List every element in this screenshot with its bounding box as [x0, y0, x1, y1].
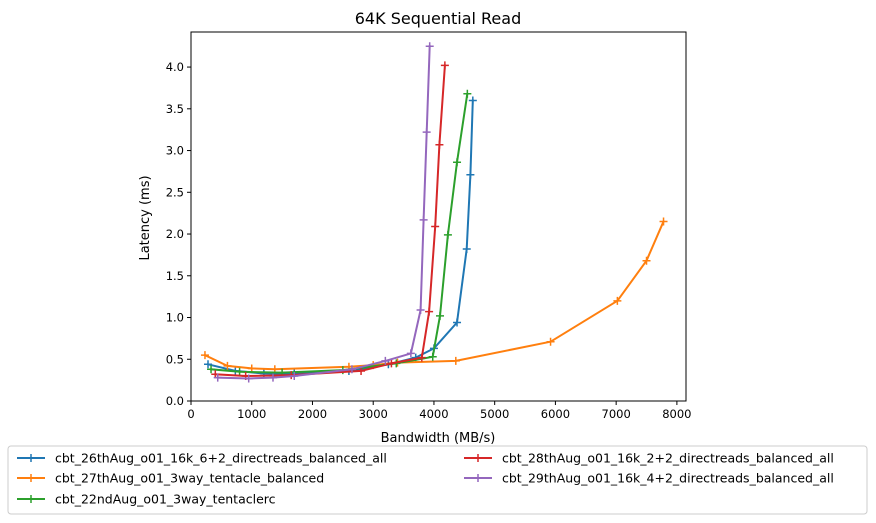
x-tick-label: 2000	[298, 407, 327, 421]
legend-item-2: cbt_27thAug_o01_3way_tentacle_balanced	[17, 471, 324, 486]
series-3-point-6	[428, 352, 437, 361]
x-tick-label: 0	[187, 407, 194, 421]
series-1-point-9	[453, 318, 462, 327]
series-2-point-10	[613, 296, 622, 305]
series-5-point-6	[381, 356, 390, 365]
x-tick-label: 5000	[480, 407, 509, 421]
series-3-point-2	[235, 367, 244, 376]
series-1-point-1	[204, 360, 213, 369]
series-4-point-7	[425, 307, 434, 316]
series-5-point-9	[419, 215, 428, 224]
legend-item-5: cbt_29thAug_o01_16k_4+2_directreads_bala…	[464, 471, 834, 486]
series-4-point-4	[357, 366, 366, 375]
series-3	[207, 89, 472, 377]
x-tick-label: 8000	[662, 407, 691, 421]
legend-item-1: cbt_26thAug_o01_16k_6+2_directreads_bala…	[17, 451, 387, 466]
series-2-point-12	[659, 217, 668, 226]
series-5-point-3	[268, 373, 277, 382]
series-4-line	[214, 64, 446, 377]
series-5-point-8	[416, 306, 425, 315]
series-4-point-8	[431, 222, 440, 231]
series-5-point-11	[425, 42, 434, 51]
series-5-point-5	[347, 365, 356, 374]
series-1-point-11	[466, 170, 475, 179]
legend-label: cbt_26thAug_o01_16k_6+2_directreads_bala…	[55, 451, 387, 466]
chart-title: 64K Sequential Read	[355, 9, 521, 28]
series-5-point-10	[422, 128, 431, 137]
y-tick-label: 1.5	[166, 269, 184, 283]
series-1-point-12	[468, 96, 477, 105]
y-tick-label: 1.0	[166, 311, 184, 325]
series-5-point-4	[290, 371, 299, 380]
axes: 0 1000 2000 3000 4000 5000 6000 7000 8000 0.0 0.5 1…	[166, 31, 692, 421]
x-tick-label: 1000	[237, 407, 266, 421]
series-1-line	[206, 99, 474, 375]
legend-label: cbt_29thAug_o01_16k_4+2_directreads_bala…	[502, 471, 834, 486]
series-5	[213, 42, 434, 383]
legend-item-3: cbt_22ndAug_o01_3way_tentaclerc	[17, 492, 276, 507]
series-2-point-9	[546, 337, 555, 346]
legend-label: cbt_22ndAug_o01_3way_tentaclerc	[55, 492, 276, 507]
series-3-point-10	[463, 89, 472, 98]
series-3-point-9	[453, 158, 462, 167]
x-tick-label: 7000	[602, 407, 631, 421]
legend-label: cbt_28thAug_o01_16k_2+2_directreads_bala…	[502, 451, 834, 466]
y-axis-label: Latency (ms)	[138, 175, 153, 260]
series-4	[211, 61, 449, 380]
legend-box	[7, 445, 868, 515]
series-5-point-2	[244, 374, 253, 383]
legend-swatch-marker	[474, 454, 482, 462]
x-tick-label: 6000	[541, 407, 570, 421]
y-tick-label: 2.0	[166, 227, 184, 241]
series-2-point-8	[451, 356, 460, 365]
x-tick-label: 3000	[359, 407, 388, 421]
legend-swatch-marker	[27, 454, 35, 462]
series-4-point-6	[417, 353, 426, 362]
series-5-line	[216, 45, 431, 380]
x-axis-label: Bandwidth (MB/s)	[381, 431, 496, 446]
series-1-point-10	[462, 245, 471, 254]
legend-swatch-marker	[27, 474, 35, 482]
y-tick-label: 4.0	[166, 60, 184, 74]
series-2-point-2	[223, 361, 232, 370]
y-tick-label: 3.5	[166, 102, 184, 116]
y-tick-label: 0.0	[166, 394, 184, 408]
series-3-point-8	[443, 230, 452, 239]
x-tick-label: 4000	[419, 407, 448, 421]
series-3-point-7	[436, 311, 445, 320]
y-tick-label: 3.0	[166, 144, 184, 158]
legend-swatch-marker	[27, 495, 35, 503]
series-2-point-11	[642, 256, 651, 265]
series-3-point-1	[207, 365, 216, 374]
series-5-point-7	[406, 349, 415, 358]
plot-frame	[190, 31, 687, 402]
series-4-point-10	[440, 61, 449, 70]
legend: cbt_26thAug_o01_16k_6+2_directreads_bala…	[7, 445, 868, 515]
series-3-line	[209, 92, 469, 374]
y-tick-label: 0.5	[166, 352, 184, 366]
series-2-point-1	[200, 351, 209, 360]
series-4-point-9	[435, 140, 444, 149]
legend-label: cbt_27thAug_o01_3way_tentacle_balanced	[55, 471, 324, 486]
legend-item-4: cbt_28thAug_o01_16k_2+2_directreads_bala…	[464, 451, 834, 466]
plot-area	[200, 42, 668, 383]
series-group	[200, 42, 668, 383]
legend-swatch-marker	[474, 474, 482, 482]
series-5-point-1	[213, 373, 222, 382]
y-tick-label: 2.5	[166, 185, 184, 199]
series-4-point-5	[387, 359, 396, 368]
